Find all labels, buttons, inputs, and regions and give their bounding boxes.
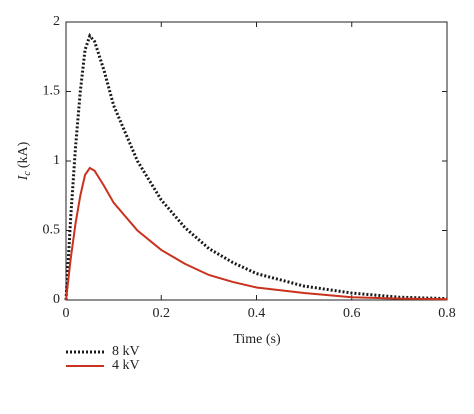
y-label-symbol: I [16, 174, 31, 181]
legend-label: 8 kV [112, 344, 140, 359]
y-label-unit: (kA) [16, 141, 31, 168]
y-tick-label: 0 [53, 292, 60, 307]
data-line [65, 166, 448, 301]
y-tick-label: 1.5 [43, 84, 61, 99]
plot-frame [65, 21, 448, 301]
y-tick-label: 2 [53, 14, 60, 29]
x-tick-label: 0.4 [248, 306, 266, 321]
x-tick-label: 0.2 [153, 306, 171, 321]
x-tick-label: 0.6 [343, 306, 361, 321]
data-line [64, 32, 448, 301]
y-tick-label: 1 [53, 153, 60, 168]
y-label-subscript: c [22, 171, 33, 176]
legend-label: 4 kV [112, 358, 140, 373]
x-tick-label: 0 [63, 306, 70, 321]
x-tick-label: 0.8 [438, 306, 456, 321]
y-tick-label: 0.5 [43, 223, 61, 238]
y-axis-label: Ic (kA) [16, 141, 33, 181]
x-axis-label: Time (s) [233, 332, 281, 347]
